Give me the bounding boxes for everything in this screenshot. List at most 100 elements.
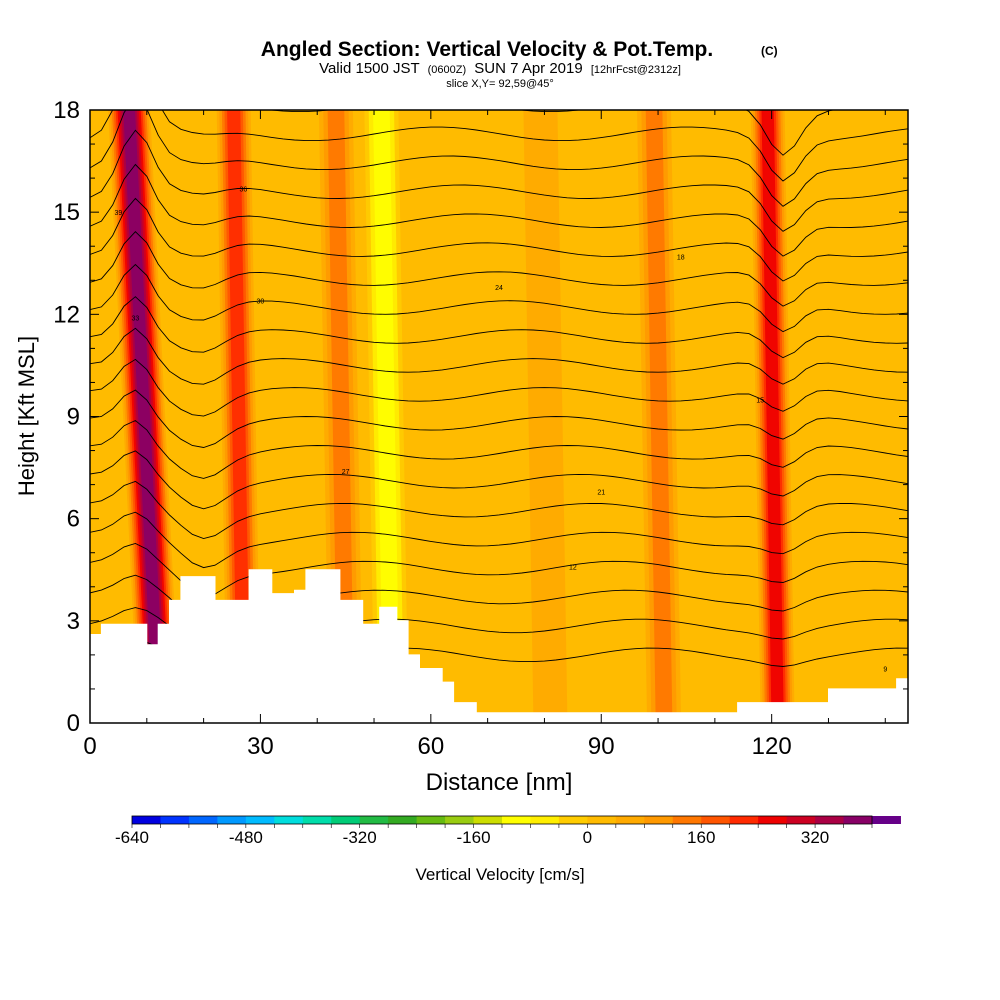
colorbar-tick-label: -160 (457, 828, 491, 847)
isotherm-label: 39 (115, 210, 123, 217)
subtitle-valid: Valid 1500 JST (319, 60, 419, 77)
colorbar-swatch (729, 816, 759, 824)
y-tick-label: 0 (67, 710, 80, 737)
colorbar-swatch (132, 816, 161, 824)
colorbar-swatch (644, 816, 674, 824)
colorbar-swatch (331, 816, 361, 824)
isotherm-line (90, 327, 908, 385)
colorbar-swatch (388, 816, 418, 824)
y-tick-label: 18 (53, 97, 80, 124)
y-tick-label: 3 (67, 608, 80, 635)
colorbar-swatch (445, 816, 475, 824)
colorbar-tick-label: -480 (229, 828, 263, 847)
colorbar-label: Vertical Velocity [cm/s] (415, 865, 584, 884)
chart-subtitle: Valid 1500 JST (0600Z) SUN 7 Apr 2019 [1… (319, 60, 681, 77)
isotherm-label: 24 (495, 285, 503, 292)
velocity-band-level (645, 110, 673, 723)
x-tick-label: 120 (752, 733, 792, 760)
subtitle-date: SUN 7 Apr 2019 (474, 60, 582, 77)
velocity-band-level (227, 110, 251, 723)
colorbar-swatch (160, 816, 190, 824)
colorbar-swatch (359, 816, 389, 824)
isotherm-line (90, 419, 908, 479)
colorbar-swatch (245, 816, 275, 824)
isotherm-line (90, 389, 908, 448)
colorbar-swatch (758, 816, 788, 824)
chart-slice: slice X,Y= 92,59@45° (446, 78, 554, 90)
colorbar-tick-label: -320 (343, 828, 377, 847)
isotherm-label: 9 (883, 667, 887, 674)
isotherm-label: 12 (569, 564, 577, 571)
velocity-band (637, 110, 682, 723)
isotherm-label: 36 (239, 186, 247, 193)
colorbar-swatch (587, 816, 617, 824)
colorbar-swatch (615, 816, 645, 824)
y-axis-label: Height [Kft MSL] (14, 336, 39, 496)
x-axis-label: Distance [nm] (426, 769, 573, 796)
isotherm-line (90, 110, 908, 207)
colorbar-swatch (815, 816, 845, 824)
colorbar-swatch (701, 816, 731, 824)
y-tick-label: 15 (53, 199, 80, 226)
colorbar-swatch (786, 816, 816, 824)
velocity-band-level (761, 110, 784, 723)
velocity-band-level (123, 110, 166, 723)
colorbar-swatch (843, 816, 873, 824)
isotherm-label: 18 (677, 254, 685, 261)
chart-title: Angled Section: Vertical Velocity & Pot.… (261, 38, 713, 61)
isotherm-label: 15 (756, 397, 764, 404)
velocity-field (90, 110, 908, 723)
subtitle-forecast: [12hrFcst@2312z] (591, 64, 681, 76)
colorbar-swatch (416, 816, 446, 824)
colorbar-swatch (217, 816, 247, 824)
isotherm-line (90, 129, 908, 232)
x-tick-label: 0 (83, 733, 96, 760)
isotherm-line (90, 197, 908, 282)
colorbar-swatch (530, 816, 560, 824)
isotherm-line (90, 511, 908, 569)
isotherm-line (90, 450, 908, 510)
isotherm-line (90, 296, 908, 359)
isotherm-label: 21 (597, 489, 605, 496)
x-tick-label: 60 (417, 733, 444, 760)
terrain-profile (90, 569, 908, 723)
isotherm-line (268, 110, 836, 156)
isotherm-line (90, 110, 908, 182)
subtitle-utc: (0600Z) (428, 64, 467, 76)
chart-title-suffix: (C) (761, 44, 778, 58)
velocity-band-level (327, 110, 355, 723)
isotherm-line (90, 263, 908, 333)
isotherm-line (90, 231, 908, 307)
y-tick-label: 6 (67, 506, 80, 533)
velocity-band (364, 110, 409, 723)
isotherm-label: 27 (342, 469, 350, 476)
colorbar-tick-label: 0 (583, 828, 592, 847)
isotherm-line (90, 163, 908, 257)
terrain (90, 569, 908, 723)
colorbar-swatch (872, 816, 901, 824)
isotherm-contours: 39 36 33 30 27 24 21 18 15 12 9 (90, 110, 908, 682)
colorbar-swatch (672, 816, 702, 824)
y-tick-label: 12 (53, 301, 80, 328)
isotherm-line (90, 480, 908, 539)
colorbar-swatch (188, 816, 218, 824)
colorbar-tick-label: -640 (115, 828, 149, 847)
colorbar: -640 -480 -320 -160 0 160 320 (115, 815, 901, 847)
y-tick-label: 9 (67, 404, 80, 431)
colorbar-swatch (473, 816, 503, 824)
velocity-band-level (373, 110, 400, 723)
isotherm-line (90, 358, 908, 417)
colorbar-tick-label: 320 (801, 828, 829, 847)
colorbar-swatch (274, 816, 304, 824)
x-tick-label: 30 (247, 733, 274, 760)
velocity-band (108, 110, 181, 723)
colorbar-tick-label: 160 (687, 828, 715, 847)
isotherm-line (90, 543, 908, 597)
x-tick-label: 90 (588, 733, 615, 760)
isotherm-label: 33 (132, 316, 140, 323)
colorbar-swatch (558, 816, 588, 824)
isotherm-label: 30 (257, 299, 265, 306)
x-axis: 0 30 60 90 120 (83, 110, 886, 760)
